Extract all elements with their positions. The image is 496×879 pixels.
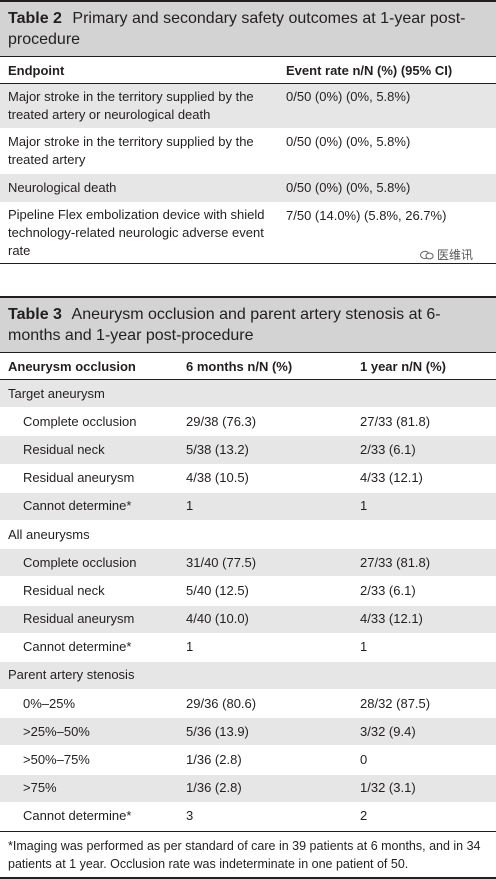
one-year-cell: 4/33 (12.1) [360, 611, 423, 627]
table-row: Complete occlusion 29/38 (76.3) 27/33 (81.… [0, 408, 496, 437]
one-year-cell: 2/33 (6.1) [360, 582, 416, 598]
header-1-year: 1 year n/N (%) [360, 358, 446, 374]
table-row: >75% 1/36 (2.8) 1/32 (3.1) [0, 774, 496, 803]
category-cell: Cannot determine* [23, 808, 132, 824]
six-month-cell: 5/38 (13.2) [186, 441, 249, 457]
category-cell: >50%–75% [23, 752, 90, 768]
one-year-cell: 27/33 (81.8) [360, 413, 431, 429]
category-cell: Parent artery stenosis [8, 667, 135, 683]
table-3-footnote: *Imaging was performed as per standard o… [0, 831, 496, 879]
table-row: Cannot determine* 1 1 [0, 634, 496, 662]
endpoint-cell: Pipeline Flex embolization device with s… [8, 207, 265, 258]
six-month-cell: 29/36 (80.6) [186, 695, 257, 711]
table-row: >25%–50% 5/36 (13.9) 3/32 (9.4) [0, 718, 496, 747]
table-row: Residual aneurysm 4/40 (10.0) 4/33 (12.1) [0, 605, 496, 634]
table-row: Major stroke in the territory supplied b… [0, 129, 496, 174]
table-2-number: Table 2 [8, 10, 62, 27]
one-year-cell: 4/33 (12.1) [360, 470, 423, 486]
table-3-body: Target aneurysm Complete occlusion 29/38 (… [0, 380, 496, 831]
table-row: 0%–25% 29/36 (80.6) 28/32 (87.5) [0, 690, 496, 719]
table-2-title: Primary and secondary safety outcomes at… [8, 10, 466, 48]
table-row: Residual neck 5/40 (12.5) 2/33 (6.1) [0, 577, 496, 606]
event-rate-cell: 0/50 (0%) (0%, 5.8%) [286, 89, 411, 104]
one-year-cell: 27/33 (81.8) [360, 554, 431, 570]
header-event-rate: Event rate n/N (%) (95% CI) [286, 62, 453, 78]
category-cell: Complete occlusion [23, 554, 137, 570]
category-cell: 0%–25% [23, 695, 76, 711]
table-2: Table 2 Primary and secondary safety out… [0, 0, 496, 264]
event-rate-cell: 7/50 (14.0%) (5.8%, 26.7%) [286, 208, 447, 223]
one-year-cell: 1 [360, 498, 368, 514]
table-row: Cannot determine* 1 1 [0, 492, 496, 521]
category-cell: >25%–50% [23, 723, 90, 739]
table-row: Residual aneurysm 4/38 (10.5) 4/33 (12.1) [0, 465, 496, 493]
table-2-caption: Table 2 Primary and secondary safety out… [0, 0, 496, 56]
six-month-cell: 5/36 (13.9) [186, 723, 249, 739]
table-3-header: Aneurysm occlusion 6 months n/N (%) 1 ye… [0, 352, 496, 380]
one-year-cell: 2 [360, 808, 368, 824]
endpoint-cell: Neurological death [8, 180, 117, 195]
section-row: Target aneurysm [0, 380, 496, 409]
one-year-cell: 3/32 (9.4) [360, 723, 416, 739]
category-cell: Residual aneurysm [23, 611, 135, 627]
table-row: Major stroke in the territory supplied b… [0, 84, 496, 129]
category-cell: Residual neck [23, 441, 105, 457]
table-row: >50%–75% 1/36 (2.8) 0 [0, 746, 496, 775]
section-row: All aneurysms [0, 521, 496, 550]
six-month-cell: 5/40 (12.5) [186, 582, 249, 598]
six-month-cell: 4/38 (10.5) [186, 470, 249, 486]
category-cell: Residual neck [23, 582, 105, 598]
category-cell: Target aneurysm [8, 385, 105, 401]
one-year-cell: 28/32 (87.5) [360, 695, 431, 711]
header-aneurysm-occlusion: Aneurysm occlusion [8, 358, 136, 374]
table-row: Cannot determine* 3 2 [0, 803, 496, 831]
event-rate-cell: 0/50 (0%) (0%, 5.8%) [286, 180, 411, 195]
category-cell: Cannot determine* [23, 639, 132, 655]
header-endpoint: Endpoint [8, 62, 65, 78]
endpoint-cell: Major stroke in the territory supplied b… [8, 89, 254, 122]
one-year-cell: 1 [360, 639, 368, 655]
category-cell: Residual aneurysm [23, 470, 135, 486]
six-month-cell: 1 [186, 498, 194, 514]
watermark: 医维讯 [420, 246, 473, 263]
endpoint-cell: Major stroke in the territory supplied b… [8, 134, 254, 167]
category-cell: Cannot determine* [23, 498, 132, 514]
table-3-title: Aneurysm occlusion and parent artery ste… [8, 306, 441, 344]
section-row: Parent artery stenosis [0, 661, 496, 691]
table-row: Neurological death 0/50 (0%) (0%, 5.8%) [0, 174, 496, 203]
one-year-cell: 2/33 (6.1) [360, 441, 416, 457]
wechat-icon [420, 250, 434, 259]
six-month-cell: 31/40 (77.5) [186, 554, 257, 570]
category-cell: >75% [23, 780, 57, 796]
six-month-cell: 3 [186, 808, 194, 824]
table-3: Table 3 Aneurysm occlusion and parent ar… [0, 296, 496, 879]
table-row: Complete occlusion 31/40 (77.5) 27/33 (81.… [0, 549, 496, 578]
header-6-months: 6 months n/N (%) [186, 358, 293, 374]
watermark-text: 医维讯 [437, 248, 474, 262]
table-row: Pipeline Flex embolization device with s… [0, 203, 496, 264]
six-month-cell: 1/36 (2.8) [186, 752, 242, 768]
category-cell: Complete occlusion [23, 413, 137, 429]
table-row: Residual neck 5/38 (13.2) 2/33 (6.1) [0, 436, 496, 465]
six-month-cell: 4/40 (10.0) [186, 611, 249, 627]
table-3-caption: Table 3 Aneurysm occlusion and parent ar… [0, 296, 496, 352]
six-month-cell: 29/38 (76.3) [186, 413, 257, 429]
event-rate-cell: 0/50 (0%) (0%, 5.8%) [286, 134, 411, 149]
six-month-cell: 1 [186, 639, 194, 655]
one-year-cell: 0 [360, 752, 368, 768]
six-month-cell: 1/36 (2.8) [186, 780, 242, 796]
category-cell: All aneurysms [8, 526, 90, 542]
one-year-cell: 1/32 (3.1) [360, 780, 416, 796]
table-2-header: Endpoint Event rate n/N (%) (95% CI) [0, 56, 496, 84]
table-3-number: Table 3 [8, 306, 62, 323]
